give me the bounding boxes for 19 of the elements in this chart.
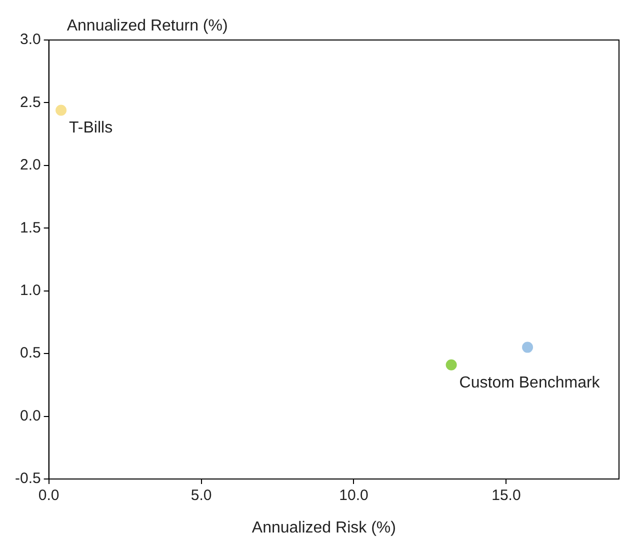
series-label: T-Bills bbox=[69, 120, 113, 137]
point bbox=[56, 104, 67, 116]
y-tick-label: 3.0 bbox=[20, 31, 41, 48]
x-tick-label: 0.0 bbox=[38, 487, 60, 504]
y-tick-label: 2.0 bbox=[20, 156, 41, 174]
x-tick-label: 10.0 bbox=[339, 487, 368, 504]
point bbox=[446, 359, 457, 370]
point bbox=[522, 342, 534, 353]
x-axis-title: Annualized Risk (%) bbox=[252, 519, 396, 536]
series-label: Custom Benchmark bbox=[459, 374, 601, 392]
y-tick-label: -0.5 bbox=[14, 470, 41, 488]
y-axis-title: Annualized Return (%) bbox=[66, 17, 228, 34]
y-tick-label: 2.5 bbox=[20, 94, 41, 111]
y-tick-label: 1.0 bbox=[20, 282, 41, 299]
x-tick-label: 15.0 bbox=[492, 487, 521, 504]
x-tick-label: 5.0 bbox=[190, 487, 212, 504]
y-tick-label: 0.5 bbox=[20, 344, 41, 362]
y-tick-label: 0.0 bbox=[20, 407, 41, 424]
y-tick-label: 1.5 bbox=[20, 219, 41, 236]
